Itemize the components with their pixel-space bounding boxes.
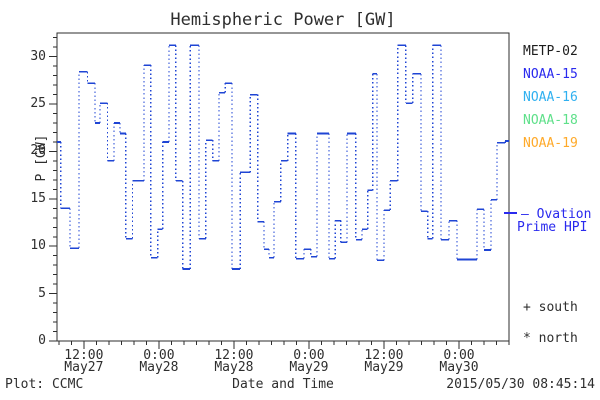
generation-timestamp: 2015/05/30 08:45:14 (446, 377, 595, 392)
ovation-legend-line2: Prime HPI (517, 220, 588, 235)
x-tick-time: 0:00 (143, 348, 175, 363)
y-tick-label: 30 (30, 48, 46, 64)
legend-satellite-label: METP-02 (523, 44, 578, 59)
y-tick-label: 0 (38, 333, 46, 348)
x-tick-time: 0:00 (293, 348, 325, 363)
x-tick-time: 12:00 (364, 348, 404, 363)
y-tick-label: 15 (30, 190, 46, 206)
plot-credit: Plot: CCMC (5, 377, 84, 392)
x-tick-label: 0:00 May28 (127, 348, 191, 375)
x-tick-label: 0:00 May30 (427, 348, 491, 375)
legend-satellite-label: NOAA-16 (523, 90, 578, 105)
x-axis-title: Date and Time (232, 377, 334, 392)
plot-frame (56, 32, 510, 342)
x-tick-date: May29 (364, 360, 404, 375)
legend-satellite-label: NOAA-19 (523, 136, 578, 151)
south-marker-label: + south (523, 300, 578, 315)
y-tick-label: 25 (30, 96, 46, 112)
x-tick-time: 12:00 (64, 348, 104, 363)
x-tick-label: 12:00 May29 (352, 348, 416, 375)
legend-satellite-label: NOAA-18 (523, 113, 578, 128)
x-tick-time: 12:00 (214, 348, 254, 363)
north-marker-label: * north (523, 331, 578, 346)
x-tick-date: May29 (289, 360, 329, 375)
x-tick-label: 12:00 May28 (202, 348, 266, 375)
y-tick-label: 20 (30, 143, 46, 159)
x-tick-date: May27 (64, 360, 104, 375)
y-tick-label: 10 (30, 238, 46, 254)
x-tick-time: 0:00 (443, 348, 475, 363)
x-tick-date: May30 (439, 360, 479, 375)
x-tick-date: May28 (214, 360, 254, 375)
x-tick-label: 12:00 May27 (52, 348, 116, 375)
legend-satellite-label: NOAA-15 (523, 67, 578, 82)
ovation-legend-line1: — Ovation (521, 207, 592, 222)
x-tick-label: 0:00 May29 (277, 348, 341, 375)
chart-title: Hemispheric Power [GW] (170, 10, 396, 30)
x-tick-date: May28 (139, 360, 179, 375)
y-tick-label: 5 (38, 285, 46, 301)
